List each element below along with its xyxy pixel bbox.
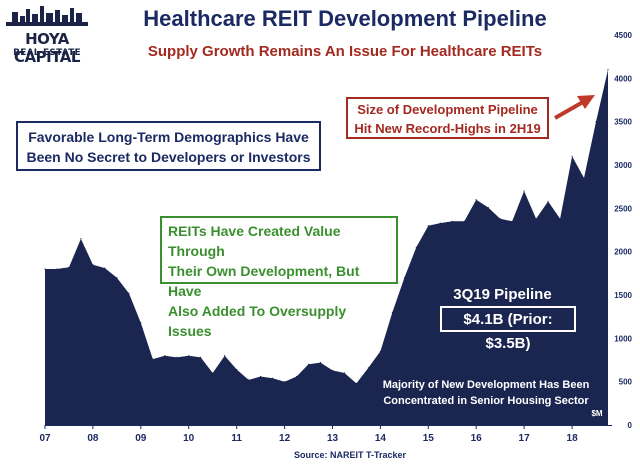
pipeline-data-point (367, 367, 369, 369)
demographics-line-2: Been No Secret to Developers or Investor… (26, 149, 311, 165)
reits-value-callout: REITs Have Created Value Through Their O… (160, 216, 398, 339)
pipeline-data-point (451, 220, 453, 222)
reits-value-line-3: Also Added To Oversupply Issues (168, 303, 347, 339)
y-tick-label: 500 (619, 378, 633, 387)
pipeline-data-point (535, 218, 537, 220)
pipeline-data-point (56, 268, 58, 270)
pipeline-data-point (319, 362, 322, 364)
y-tick-label: 4500 (614, 31, 632, 40)
pipeline-data-point (415, 246, 417, 248)
pipeline-data-point (523, 190, 525, 192)
pipeline-data-point (92, 264, 94, 266)
pipeline-data-point (307, 363, 310, 365)
chart-title: Healthcare REIT Development Pipeline (143, 6, 547, 31)
pipeline-data-point (296, 375, 298, 378)
pipeline-data-point (391, 311, 393, 313)
pipeline-data-point (188, 355, 190, 357)
pipeline-label: 3Q19 Pipeline (453, 286, 552, 303)
pipeline-data-point (343, 372, 346, 374)
y-tick-label: 4000 (614, 74, 632, 83)
pipeline-data-point (595, 121, 597, 123)
pipeline-data-point (104, 267, 106, 269)
reits-value-line-2: Their Own Development, But Have (168, 263, 360, 299)
pipeline-data-point (427, 225, 429, 227)
pipeline-area-series (45, 69, 608, 425)
y-tick-label: 0 (628, 421, 633, 430)
unit-label: $M (591, 409, 602, 418)
pipeline-data-point (499, 218, 501, 220)
reits-value-line-1: REITs Have Created Value Through (168, 223, 341, 259)
pipeline-data-point (200, 356, 202, 358)
source-note: Source: NAREIT T-Tracker (293, 450, 407, 460)
pipeline-data-point (212, 372, 214, 374)
logo-name: HOYA CAPITAL (14, 30, 80, 66)
y-tick-label: 1000 (614, 334, 632, 343)
demographics-line-1: Favorable Long-Term Demographics Have (28, 129, 309, 145)
x-tick-label: 15 (423, 433, 435, 444)
pipeline-data-point (128, 292, 130, 294)
pipeline-data-point (44, 268, 46, 270)
x-tick-label: 11 (231, 433, 242, 444)
pipeline-data-point (164, 355, 166, 357)
x-tick-label: 09 (135, 433, 147, 444)
x-tick-label: 12 (279, 433, 291, 444)
pipeline-data-point (547, 200, 549, 202)
y-tick-label: 1500 (614, 291, 632, 300)
pipeline-data-point (403, 277, 405, 279)
pipeline-data-point (559, 218, 561, 220)
y-tick-label: 2000 (614, 248, 632, 257)
senior-housing-note: Majority of New Development Has Been Con… (378, 377, 594, 409)
pipeline-data-point (583, 177, 585, 179)
pipeline-data-point (224, 355, 226, 357)
senior-housing-line-2: Concentrated in Senior Housing Sector (383, 395, 589, 407)
record-arrow-head-icon (577, 95, 595, 109)
pipeline-data-point (439, 222, 441, 224)
pipeline-data-point (236, 368, 238, 371)
demographics-callout: Favorable Long-Term Demographics Have Be… (16, 121, 321, 171)
x-tick-label: 14 (375, 433, 387, 444)
x-tick-label: 08 (87, 433, 99, 444)
pipeline-data-point (272, 377, 274, 379)
pipeline-data-point (355, 382, 357, 384)
y-tick-label: 3000 (614, 161, 632, 170)
pipeline-data-point (284, 381, 286, 383)
y-tick-label: 3500 (614, 118, 632, 127)
city-skyline-logo-icon (6, 6, 88, 26)
record-highs-line-2: Hit New Record-Highs in 2H19 (354, 121, 541, 136)
pipeline-data-point (152, 358, 154, 360)
pipeline-data-point (487, 206, 489, 209)
pipeline-data-point (248, 379, 250, 381)
pipeline-data-point (571, 155, 573, 157)
pipeline-data-point (116, 277, 118, 279)
record-highs-callout: Size of Development Pipeline Hit New Rec… (346, 97, 549, 139)
pipeline-data-point (260, 375, 262, 378)
pipeline-data-point (511, 220, 513, 222)
x-tick-label: 07 (39, 433, 51, 444)
x-tick-label: 18 (567, 433, 579, 444)
pipeline-data-point (475, 199, 477, 201)
pipeline-data-point (68, 266, 70, 268)
pipeline-data-point (80, 238, 82, 240)
pipeline-value-box: $4.1B (Prior: $3.5B) (440, 306, 576, 352)
x-tick-label: 17 (519, 433, 531, 444)
y-tick-label: 2500 (614, 204, 632, 213)
x-tick-label: 10 (183, 433, 195, 444)
senior-housing-line-1: Majority of New Development Has Been (382, 379, 590, 391)
chart-subtitle: Supply Growth Remains An Issue For Healt… (147, 43, 543, 60)
pipeline-data-point (331, 369, 334, 371)
pipeline-data-point (379, 350, 381, 352)
record-highs-line-1: Size of Development Pipeline (357, 102, 538, 117)
logo-tagline: REAL ESTATE (13, 48, 81, 58)
pipeline-data-point (607, 69, 609, 71)
record-arrow-shaft (554, 100, 584, 120)
logo: HOYA CAPITAL REAL ESTATE (4, 4, 90, 66)
x-tick-label: 16 (471, 433, 483, 444)
pipeline-data-point (176, 356, 178, 358)
x-tick-label: 13 (327, 433, 339, 444)
pipeline-data-point (140, 322, 142, 324)
pipeline-data-point (463, 220, 465, 222)
